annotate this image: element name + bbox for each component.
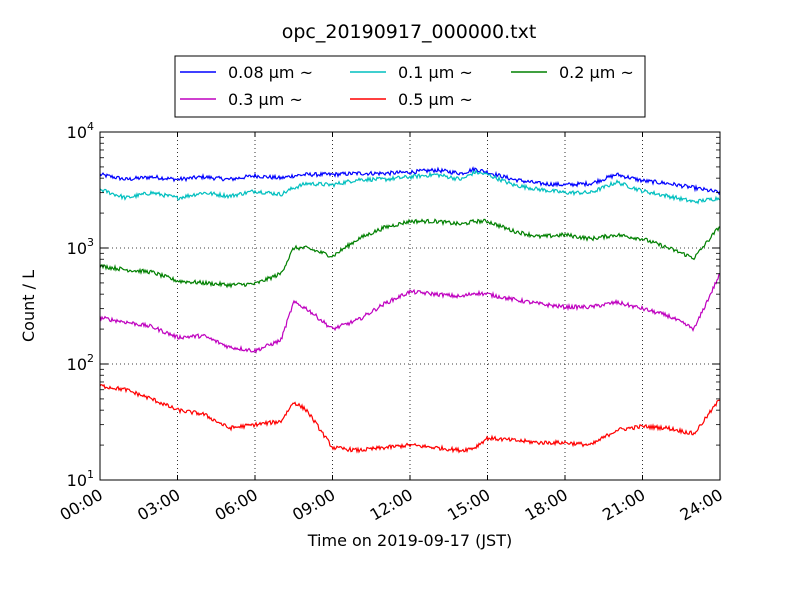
- x-tick-label: 24:00: [677, 485, 726, 525]
- y-axis-label: Count / L: [19, 270, 38, 342]
- x-tick-labels: 00:00 03:00 06:00 09:00 12:00 15:00 18:00 21:00…: [57, 485, 726, 525]
- x-tick-label: 03:00: [134, 485, 183, 525]
- legend-label-0: 0.08 μm ~: [228, 63, 313, 82]
- x-tick-label: 12:00: [367, 485, 416, 525]
- plot-frame: [99, 131, 721, 481]
- x-tick-label: 00:00: [57, 485, 106, 525]
- chart-title: opc_20190917_000000.txt: [282, 21, 537, 43]
- legend-label-2: 0.2 μm ~: [559, 63, 634, 82]
- x-axis-label: Time on 2019-09-17 (JST): [307, 531, 512, 550]
- x-tick-label: 09:00: [289, 485, 338, 525]
- x-tick-label: 06:00: [212, 485, 261, 525]
- x-tick-label: 15:00: [444, 485, 493, 525]
- y-tick-label: 102: [67, 352, 94, 374]
- y-tick-labels: 101 102 103 104: [67, 120, 94, 490]
- x-tick-label: 18:00: [522, 485, 571, 525]
- y-tick-label: 104: [67, 120, 94, 142]
- series-layer: [99, 166, 721, 454]
- legend-label-1: 0.1 μm ~: [398, 63, 473, 82]
- x-tick-label: 21:00: [599, 485, 648, 525]
- series-line-2: [99, 218, 721, 289]
- series-line-3: [99, 272, 721, 355]
- legend-label-4: 0.5 μm ~: [398, 90, 473, 109]
- legend: 0.08 μm ~ 0.1 μm ~ 0.2 μm ~ 0.3 μm ~ 0.5 μm …: [174, 55, 646, 118]
- legend-frame: [174, 55, 646, 118]
- legend-label-3: 0.3 μm ~: [228, 90, 303, 109]
- series-line-0: [99, 166, 721, 196]
- grid: [100, 132, 720, 480]
- y-tick-label: 101: [67, 468, 94, 490]
- y-tick-label: 103: [67, 236, 94, 258]
- series-line-1: [99, 169, 721, 205]
- series-line-4: [99, 383, 721, 454]
